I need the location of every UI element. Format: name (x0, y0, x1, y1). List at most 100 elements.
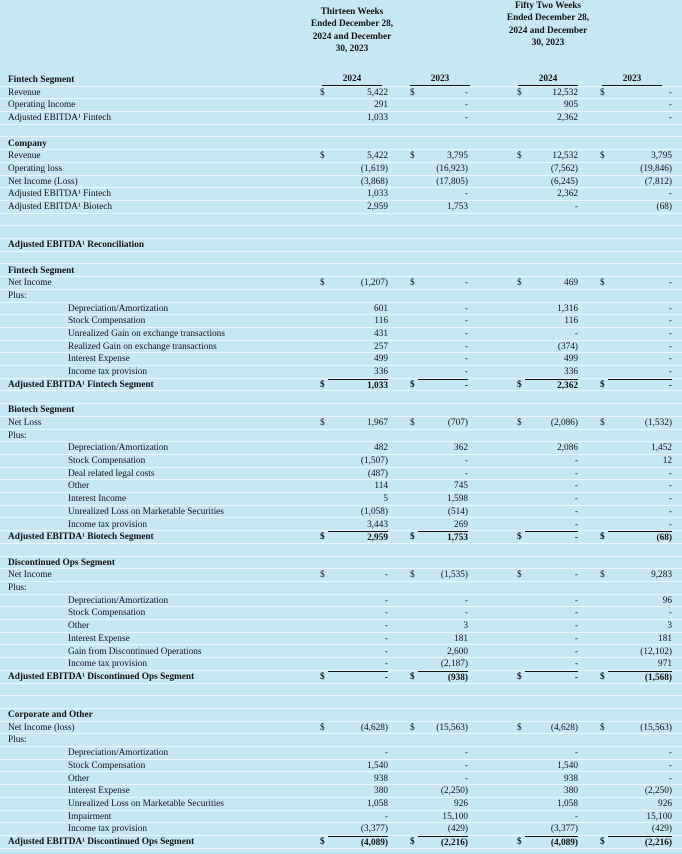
cell-value: (2,216) (608, 836, 672, 849)
table-row: Discontinued Ops Segment (0, 557, 682, 570)
table-row: Plus: (0, 430, 682, 443)
row-label: Impairment (68, 811, 112, 822)
row-label: Plus: (8, 290, 27, 301)
table-row: Plus: (0, 582, 682, 595)
currency-sign: $ (410, 151, 415, 162)
cell-value: (1,058) (360, 506, 388, 517)
cell-value: - (574, 494, 578, 505)
cell-value: 926 (454, 798, 468, 809)
table-row: Fintech Segment (0, 265, 682, 278)
currency-sign: $ (320, 278, 325, 289)
cell-value: (12,102) (640, 646, 672, 657)
table-row (0, 684, 682, 697)
table-row: Adjusted EBITDA¹ Fintech Segment $1,033 $ -… (0, 378, 682, 392)
cell-value: (1,532) (644, 417, 672, 428)
cell-value: 3 (667, 621, 672, 632)
cell-value: 905 (564, 100, 578, 111)
currency-sign: $ (410, 837, 415, 847)
currency-sign: $ (600, 570, 605, 581)
table-row: Net Income $ (1,207) $ - $469 $ - (0, 277, 682, 290)
table-row: Stock Compensation - - - - (0, 607, 682, 621)
cell-value: 5,422 (367, 87, 388, 98)
table-row: Adjusted EBITDA¹ Biotech Segment $2,959 $1… (0, 531, 682, 544)
cell-value: - (668, 481, 672, 492)
cell-value: 2,959 (367, 202, 388, 212)
table-row: Other 114 745 - - (0, 480, 682, 494)
cell-value: - (574, 595, 578, 606)
currency-sign: $ (517, 570, 522, 581)
currency-sign: $ (410, 379, 415, 390)
cell-value: 745 (454, 481, 468, 492)
table-row: Income tax provision - (2,187) - 971 (0, 658, 682, 671)
row-label: Interest Expense (68, 633, 130, 644)
row-label: Adjusted EBITDA¹ Discontinued Ops Segmen… (8, 837, 195, 847)
year-header: 2023 (602, 74, 662, 86)
table-row (0, 226, 682, 240)
currency-sign: $ (320, 837, 325, 847)
row-label: Net Income (8, 570, 52, 581)
row-label: Net Income (Loss) (8, 176, 78, 187)
cell-value: - (574, 621, 578, 632)
cell-value: 926 (658, 798, 672, 809)
table-row: Revenue $5,422 $ - $12,532 $ - (0, 87, 682, 100)
cell-value: - (384, 633, 388, 644)
cell-value: 938 (374, 773, 388, 784)
cell-value: 12,532 (552, 87, 578, 98)
table-row: Stock Compensation (1,507) - - 12 (0, 455, 682, 468)
cell-value: (7,812) (644, 176, 672, 187)
cell-value: - (464, 189, 468, 200)
cell-value: 181 (658, 633, 672, 644)
currency-sign: $ (517, 532, 522, 543)
cell-value: - (418, 378, 468, 392)
table-row: Interest Expense - 181 - 181 (0, 633, 682, 646)
cell-value: - (574, 633, 578, 644)
table-row: Stock Compensation 1,540 - 1,540 - (0, 760, 682, 773)
row-label: Income tax provision (68, 824, 148, 835)
row-label: Other (68, 621, 90, 632)
cell-value: 1,967 (367, 417, 388, 428)
cell-value: - (668, 760, 672, 771)
row-label: Realized Gain on exchange transactions (68, 341, 217, 352)
row-label: Gain from Discontinued Operations (68, 646, 202, 657)
table-row: Plus: (0, 734, 682, 748)
cell-value: (19,846) (640, 163, 672, 174)
cell-value: 12,532 (552, 151, 578, 162)
row-label: Other (68, 773, 90, 784)
cell-value: 601 (374, 303, 388, 314)
cell-value: 181 (454, 633, 468, 644)
table-row (0, 125, 682, 138)
cell-value: 971 (658, 659, 672, 670)
table-row (0, 696, 682, 709)
table-row: Interest Expense 499 - 499 - (0, 353, 682, 367)
row-label: Adjusted EBITDA¹ Biotech (8, 202, 113, 212)
cell-value: - (574, 608, 578, 619)
cell-value: - (464, 760, 468, 771)
cell-value: - (574, 468, 578, 479)
cell-value: (487) (367, 468, 388, 479)
table-row: Revenue $5,422 $3,795 $12,532 $3,795 (0, 150, 682, 163)
table-row (0, 252, 682, 265)
table-row: Adjusted EBITDA¹ Discontinued Ops Segmen… (0, 670, 682, 684)
cell-value: - (574, 659, 578, 670)
cell-value: 1,058 (367, 798, 388, 809)
cell-value: (4,089) (328, 836, 388, 849)
table-row: Fintech Segment 2024 2023 2024 2023 (0, 74, 682, 87)
cell-value: - (464, 100, 468, 111)
cell-value: - (608, 378, 672, 392)
currency-sign: $ (410, 722, 415, 733)
currency-sign: $ (320, 87, 325, 98)
cell-value: - (668, 87, 672, 98)
currency-sign: $ (517, 379, 522, 390)
cell-value: - (668, 354, 672, 365)
row-label: Corporate and Other (8, 710, 93, 720)
cell-value: - (384, 646, 388, 657)
table-row: Stock Compensation 116 - 116 - (0, 315, 682, 328)
currency-sign: $ (600, 87, 605, 98)
cell-value: (4,628) (550, 722, 578, 733)
cell-value: - (668, 113, 672, 124)
table-row: Unrealized Gain on exchange transactions… (0, 328, 682, 341)
cell-value: 1,316 (557, 303, 578, 314)
cell-value: 1,033 (367, 189, 388, 200)
cell-value: (1,207) (360, 278, 388, 289)
cell-value: - (464, 87, 468, 98)
